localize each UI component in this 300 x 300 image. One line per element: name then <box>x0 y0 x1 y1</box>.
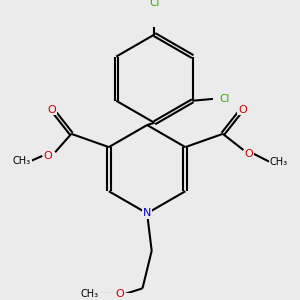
Text: CH₃: CH₃ <box>12 156 30 166</box>
Text: O: O <box>44 151 52 161</box>
Text: Cl: Cl <box>149 0 160 8</box>
Text: N: N <box>143 208 151 218</box>
Text: O: O <box>238 105 247 115</box>
Text: O: O <box>244 149 253 159</box>
Text: CH₃: CH₃ <box>269 157 287 167</box>
Text: CH₃: CH₃ <box>81 289 99 299</box>
Text: O: O <box>115 289 124 299</box>
Text: Cl: Cl <box>220 94 230 104</box>
Text: O: O <box>47 105 56 115</box>
